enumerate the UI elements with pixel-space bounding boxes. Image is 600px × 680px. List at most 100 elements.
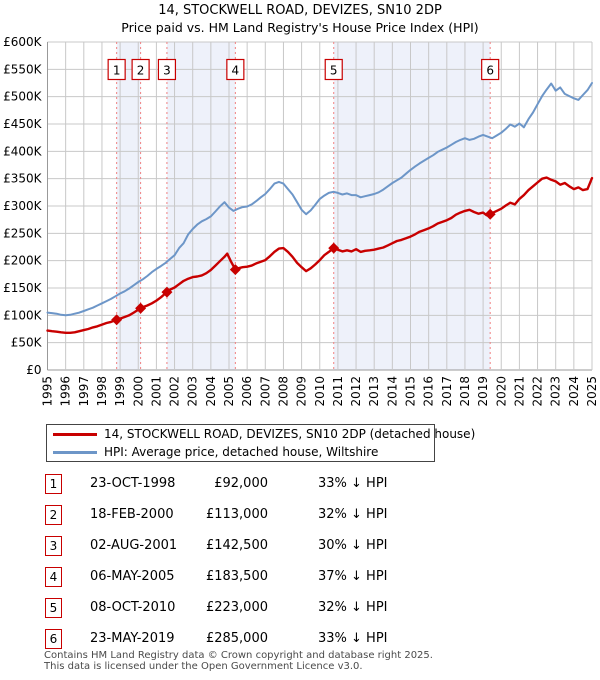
x-axis-label: 2001: [149, 376, 163, 407]
x-axis-label: 2022: [531, 376, 545, 407]
sale-number-label: 1: [113, 64, 121, 78]
sale-number-box-5: [324, 58, 343, 81]
sale-date: 23-MAY-2019: [90, 631, 175, 646]
sale-price: £92,000: [214, 476, 268, 491]
sale-price: £183,500: [205, 569, 268, 584]
table-row: 1 23-OCT-1998 £92,000 33% ↓ HPI: [0, 474, 600, 498]
sale-number-badge: 4: [45, 567, 62, 587]
x-axis-label: 2003: [186, 376, 200, 407]
x-axis-label: 2021: [512, 376, 526, 407]
x-axis-label: 1999: [113, 376, 127, 407]
x-axis-label: 2011: [331, 376, 345, 407]
sale-vs-hpi: 32% ↓ HPI: [318, 600, 388, 615]
table-row: 5 08-OCT-2010 £223,000 32% ↓ HPI: [0, 598, 600, 622]
x-axis-label: 2006: [240, 376, 254, 407]
x-axis-label: 2008: [276, 376, 290, 407]
x-axis-label: 1996: [59, 376, 73, 407]
y-axis-label: £500K: [3, 90, 43, 104]
sale-vs-hpi: 30% ↓ HPI: [318, 538, 388, 553]
sale-marker-3: [161, 286, 173, 298]
x-axis-label: 2004: [204, 376, 218, 407]
x-axis-label: 2007: [258, 376, 272, 407]
x-axis-label: 2020: [494, 376, 508, 407]
sale-marker-5: [328, 242, 340, 254]
sale-price: £285,000: [205, 631, 268, 646]
sale-number-box-1: [107, 58, 126, 81]
y-axis-label: £200K: [3, 254, 43, 268]
sale-number-box-2: [131, 58, 150, 81]
licence-line: This data is licensed under the Open Gov…: [44, 661, 363, 672]
y-axis-label: £300K: [3, 199, 43, 213]
x-axis-label: 2014: [385, 376, 399, 407]
page-subtitle: Price paid vs. HM Land Registry's House …: [121, 20, 479, 35]
x-axis-label: 2000: [131, 376, 145, 407]
y-axis-label: £250K: [3, 226, 43, 240]
x-axis-label: 2009: [295, 376, 309, 407]
sale-date: 02-AUG-2001: [90, 538, 178, 553]
sale-number-label: 5: [330, 64, 338, 78]
sale-number-label: 4: [232, 64, 240, 78]
x-axis-label: 1997: [77, 376, 91, 407]
sale-number-badge: 1: [45, 474, 62, 494]
copyright-footer: Contains HM Land Registry data © Crown c…: [44, 650, 433, 672]
legend-entry-hpi: HPI: Average price, detached house, Wilt…: [47, 444, 434, 460]
page-title: 14, STOCKWELL ROAD, DEVIZES, SN10 2DP: [158, 3, 442, 18]
sale-number-box-4: [226, 58, 245, 81]
x-axis-label: 2005: [222, 376, 236, 407]
x-axis-label: 2017: [440, 376, 454, 407]
sale-marker-6: [484, 208, 496, 220]
y-axis-label: £100K: [3, 308, 43, 322]
x-axis-label: 1998: [95, 376, 109, 407]
y-axis-label: £0: [26, 363, 41, 377]
x-axis-label: 2016: [422, 376, 436, 407]
sale-date: 18-FEB-2000: [90, 507, 174, 522]
legend-label-price: 14, STOCKWELL ROAD, DEVIZES, SN10 2DP (d…: [104, 427, 476, 441]
y-axis-label: £150K: [3, 281, 43, 295]
sale-number-badge: 6: [45, 629, 62, 649]
x-axis-label: 2012: [349, 376, 363, 407]
sale-price: £223,000: [205, 600, 268, 615]
table-row: 3 02-AUG-2001 £142,500 30% ↓ HPI: [0, 536, 600, 560]
y-axis-label: £50K: [11, 336, 43, 350]
x-axis-label: 2019: [476, 376, 490, 407]
legend-label-hpi: HPI: Average price, detached house, Wilt…: [104, 445, 379, 459]
sale-vs-hpi: 33% ↓ HPI: [318, 631, 388, 646]
hpi-line-swatch: [53, 450, 97, 454]
copyright-line: Contains HM Land Registry data © Crown c…: [44, 650, 433, 661]
sale-marker-2: [135, 302, 147, 314]
sale-marker-1: [111, 314, 123, 326]
sale-number-badge: 2: [45, 505, 62, 525]
hpi-line: [46, 82, 593, 317]
x-axis-label: 2018: [458, 376, 472, 407]
y-axis-label: £600K: [3, 35, 43, 49]
sale-number-badge: 3: [45, 536, 62, 556]
sale-number-label: 2: [137, 64, 145, 78]
y-axis-label: £450K: [3, 117, 43, 131]
sale-number-label: 6: [486, 64, 494, 78]
sale-number-label: 3: [163, 64, 171, 78]
y-axis-label: £350K: [3, 172, 43, 186]
price-line-swatch: [53, 432, 97, 436]
x-axis-label: 1995: [41, 376, 55, 407]
y-axis-label: £400K: [3, 144, 43, 158]
price-chart: £0 £50K £100K £150K £200K £250K £300K £350K £400…: [3, 35, 599, 407]
sale-date: 08-OCT-2010: [90, 600, 176, 615]
x-axis-label: 2013: [367, 376, 381, 407]
sale-number-box-3: [157, 58, 177, 81]
sale-date: 23-OCT-1998: [90, 476, 176, 491]
sale-vs-hpi: 37% ↓ HPI: [318, 569, 388, 584]
sale-price: £142,500: [205, 538, 268, 553]
x-axis-label: 2015: [404, 376, 418, 407]
sale-price: £113,000: [205, 507, 268, 522]
x-axis-label: 2010: [313, 376, 327, 407]
sale-number-box-6: [481, 58, 500, 81]
sale-number-badge: 5: [45, 598, 62, 618]
y-axis-label: £550K: [3, 62, 43, 76]
sale-date: 06-MAY-2005: [90, 569, 175, 584]
table-row: 4 06-MAY-2005 £183,500 37% ↓ HPI: [0, 567, 600, 591]
x-axis-label: 2024: [567, 376, 581, 407]
table-row: 2 18-FEB-2000 £113,000 32% ↓ HPI: [0, 505, 600, 529]
x-axis-label: 2023: [549, 376, 563, 407]
x-axis-label: 2025: [585, 376, 599, 407]
